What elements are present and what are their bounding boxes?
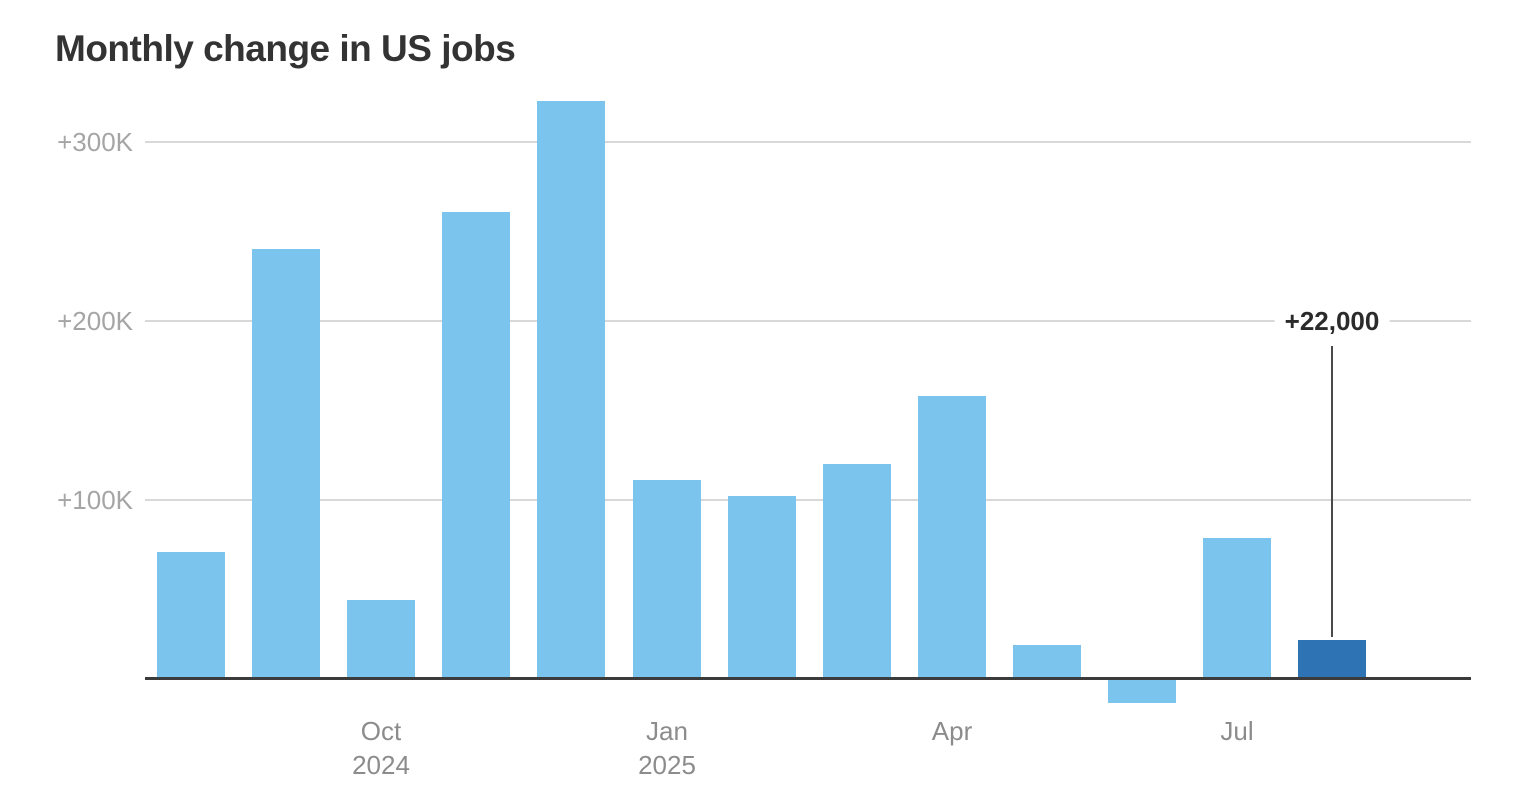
- bar-nov-2024: [442, 212, 510, 679]
- bar-jan-2025: [633, 480, 701, 679]
- x-axis-label-line: Apr: [931, 716, 973, 746]
- x-axis-label-jul: Jul: [1162, 714, 1312, 748]
- bar-aug-2024: [157, 552, 225, 679]
- gridline-200k: [145, 320, 1471, 322]
- bar-jul-2025: [1203, 538, 1271, 679]
- x-axis-label-jan-2025: Jan 2025: [592, 714, 742, 782]
- bar-sep-2024: [252, 249, 320, 679]
- bar-feb-2025: [728, 496, 796, 679]
- gridline-100k: [145, 499, 1471, 501]
- x-axis-label-line: 2024: [352, 750, 410, 780]
- x-axis-label-line: Jul: [1220, 716, 1254, 746]
- bar-dec-2024: [537, 101, 605, 679]
- chart-title: Monthly change in US jobs: [55, 28, 516, 69]
- bar-aug-2025: [1298, 640, 1366, 679]
- bar-jun-2025: [1108, 680, 1176, 703]
- bar-mar-2025: [823, 464, 891, 679]
- y-axis-label-300k: +300K: [57, 127, 133, 157]
- annotation-pointer-line: [1331, 346, 1333, 637]
- x-axis-label-oct-2024: Oct 2024: [306, 714, 456, 782]
- x-axis-line: [145, 677, 1471, 680]
- x-axis-label-line: Oct: [360, 716, 402, 746]
- bar-may-2025: [1013, 645, 1081, 679]
- y-axis-label-200k: +200K: [57, 306, 133, 336]
- bar-apr-2025: [918, 396, 986, 679]
- y-axis-label-100k: +100K: [57, 485, 133, 515]
- gridline-300k: [145, 141, 1471, 143]
- annotation-value-label: +22,000: [1274, 304, 1390, 338]
- x-axis-label-line: 2025: [638, 750, 696, 780]
- x-axis-label-line: Jan: [646, 716, 688, 746]
- x-axis-label-apr: Apr: [877, 714, 1027, 748]
- bar-oct-2024: [347, 600, 415, 679]
